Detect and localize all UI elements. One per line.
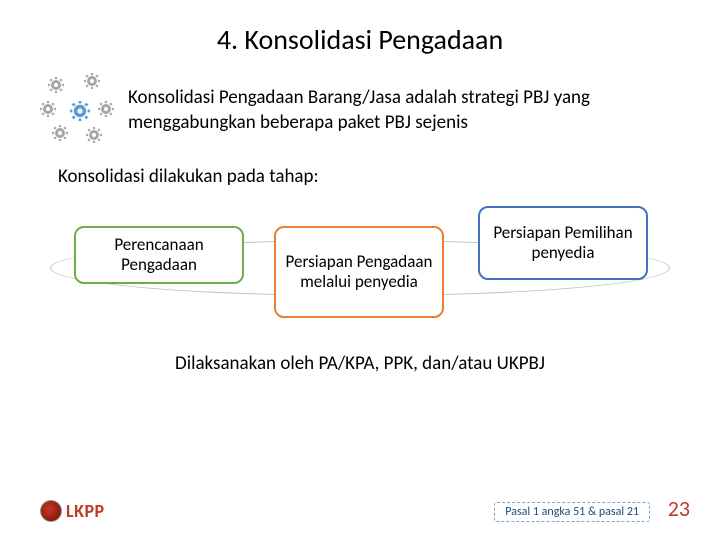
page-title: 4. Konsolidasi Pengadaan bbox=[0, 0, 720, 57]
stage-box-0: Perencanaan Pengadaan bbox=[74, 226, 244, 284]
logo-emblem-icon bbox=[40, 500, 62, 522]
implementer-text: Dilaksanakan oleh PA/KPA, PPK, dan/atau … bbox=[0, 352, 720, 375]
logo: LKPP bbox=[40, 500, 105, 522]
subheading: Konsolidasi dilakukan pada tahap: bbox=[0, 151, 720, 188]
intro-text: Konsolidasi Pengadaan Barang/Jasa adalah… bbox=[120, 86, 680, 135]
logo-text: LKPP bbox=[66, 500, 105, 522]
reference-badge: Pasal 1 angka 51 & pasal 21 bbox=[494, 502, 650, 522]
page-number: 23 bbox=[668, 495, 690, 522]
stage-box-2: Persiapan Pemilihan penyedia bbox=[478, 206, 648, 280]
stage-box-1: Persiapan Pengadaan melalui penyedia bbox=[274, 226, 444, 318]
intro-row: Konsolidasi Pengadaan Barang/Jasa adalah… bbox=[0, 57, 720, 151]
stages-diagram: Perencanaan Pengadaan Persiapan Pengadaan… bbox=[50, 204, 670, 324]
gear-cluster-icon bbox=[40, 71, 120, 151]
